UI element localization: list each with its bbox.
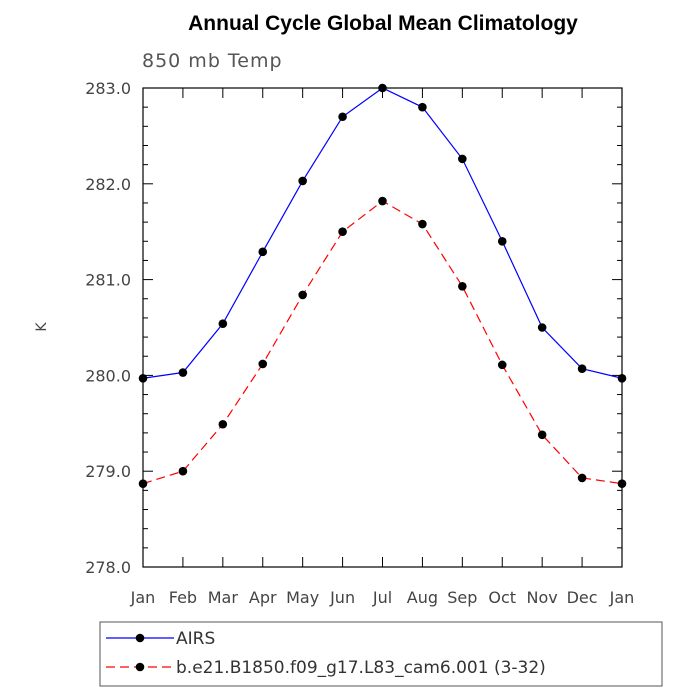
data-point — [338, 112, 347, 122]
data-point — [458, 282, 467, 291]
data-point — [577, 364, 587, 373]
x-tick-label: Feb — [169, 588, 197, 607]
x-tick-label: Mar — [208, 588, 239, 607]
data-point — [258, 247, 268, 257]
x-tick-label: Dec — [567, 588, 598, 607]
data-point — [298, 176, 307, 186]
x-tick-label: Jun — [329, 588, 355, 607]
data-point — [218, 419, 228, 429]
legend-entry: b.e21.B1850.f09_g17.L83_cam6.001 (3-32) — [106, 658, 546, 678]
data-point — [537, 430, 547, 440]
x-tick-label: Jan — [130, 588, 156, 607]
data-point — [458, 154, 467, 164]
data-point — [378, 83, 387, 93]
data-point — [537, 323, 547, 332]
data-point — [338, 227, 347, 236]
x-tick-label: Oct — [488, 588, 516, 607]
plot-area: 278.0 279.0 280.0 281.0 282.0 283.0 Jan Feb Mar A… — [85, 79, 634, 607]
y-tick-label: 278.0 — [85, 558, 131, 577]
series-line-1 — [142, 200, 623, 485]
data-point — [497, 360, 507, 370]
plot-frame — [142, 87, 623, 568]
chart-subtitle: 850 mb Temp — [142, 50, 283, 72]
data-point — [418, 102, 427, 112]
x-tick-label: Sep — [447, 588, 477, 607]
data-point — [138, 479, 148, 488]
y-tick-label: 279.0 — [85, 462, 131, 481]
data-point — [378, 196, 387, 206]
legend-marker-airs — [135, 633, 145, 643]
data-point — [138, 373, 148, 383]
data-point — [258, 359, 268, 369]
x-tick-label: Apr — [249, 588, 277, 607]
legend-label-airs: AIRS — [176, 629, 215, 649]
y-tick-label: 280.0 — [85, 366, 131, 385]
y-tick-label: 282.0 — [85, 175, 131, 194]
data-point — [617, 479, 627, 488]
x-tick-label: May — [286, 588, 319, 607]
y-axis-label: K — [34, 322, 50, 332]
data-point — [218, 319, 228, 328]
legend-marker-model — [135, 662, 145, 672]
legend-box — [99, 621, 663, 687]
chart-title: Annual Cycle Global Mean Climatology — [188, 12, 578, 35]
legend-label-model: b.e21.B1850.f09_g17.L83_cam6.001 (3-32) — [176, 658, 546, 678]
data-point — [418, 219, 427, 229]
y-tick-label: 283.0 — [85, 79, 131, 98]
x-tick-label: Nov — [527, 588, 558, 607]
data-point — [617, 373, 627, 383]
data-point — [298, 290, 307, 300]
data-point — [178, 368, 188, 377]
x-tick-label: Jan — [609, 588, 635, 607]
x-tick-label: Aug — [407, 588, 438, 607]
x-tick-label: Jul — [372, 588, 392, 607]
data-point — [178, 466, 188, 476]
legend: AIRS b.e21.B1850.f09_g17.L83_cam6.001 (3… — [99, 621, 663, 687]
data-point — [497, 236, 507, 246]
series-line-0 — [142, 87, 623, 379]
y-tick-label: 281.0 — [85, 271, 131, 290]
legend-entry: AIRS — [106, 629, 215, 649]
data-point — [577, 473, 587, 483]
